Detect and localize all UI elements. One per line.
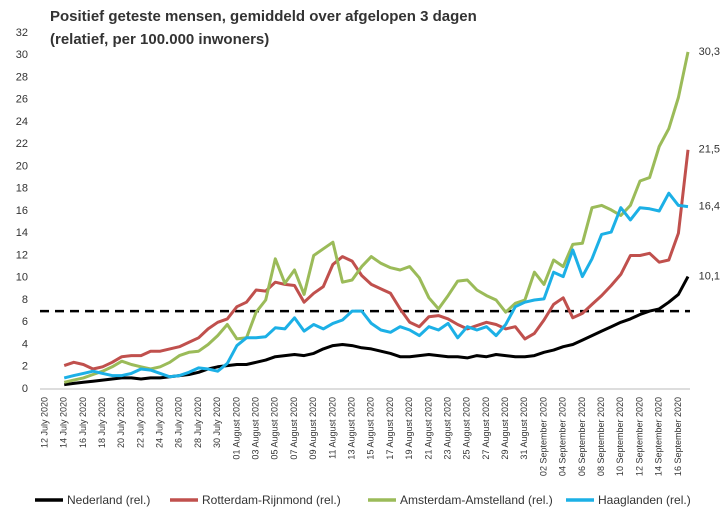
chart-title: Positief geteste mensen, gemiddeld over …	[50, 8, 477, 25]
x-tick-label: 04 September 2020	[558, 397, 568, 476]
y-tick-label: 22	[16, 138, 28, 150]
y-tick-label: 30	[16, 49, 28, 61]
x-tick-label: 30 July 2020	[212, 397, 222, 448]
y-tick-label: 8	[22, 294, 28, 306]
legend-label: Nederland (rel.)	[67, 493, 150, 507]
x-tick-label: 18 July 2020	[97, 397, 107, 448]
y-tick-label: 4	[22, 338, 28, 350]
x-tick-label: 27 August 2020	[481, 397, 491, 460]
x-tick-label: 11 August 2020	[327, 397, 337, 459]
x-tick-label: 28 July 2020	[193, 397, 203, 448]
x-tick-label: 20 July 2020	[116, 397, 126, 448]
x-tick-label: 03 August 2020	[251, 397, 261, 460]
x-tick-label: 09 August 2020	[308, 397, 318, 460]
x-tick-label: 15 August 2020	[366, 397, 376, 460]
x-tick-label: 05 August 2020	[270, 397, 280, 460]
x-tick-label: 02 September 2020	[538, 397, 548, 476]
y-tick-label: 14	[16, 227, 28, 239]
y-tick-label: 10	[16, 272, 28, 284]
x-tick-label: 21 August 2020	[423, 397, 433, 460]
x-tick-label: 08 September 2020	[596, 397, 606, 476]
data-label: 30,3	[699, 46, 720, 58]
x-tick-label: 16 September 2020	[673, 397, 683, 476]
x-tick-label: 22 July 2020	[135, 397, 145, 448]
legend-label: Rotterdam-Rijnmond (rel.)	[202, 493, 341, 507]
x-tick-label: 01 August 2020	[231, 397, 241, 460]
x-tick-label: 06 September 2020	[577, 397, 587, 476]
x-tick-label: 31 August 2020	[519, 397, 529, 460]
data-label: 21,5	[699, 144, 720, 156]
x-tick-label: 07 August 2020	[289, 397, 299, 460]
legend-label: Amsterdam-Amstelland (rel.)	[400, 493, 553, 507]
line-series	[63, 191, 689, 380]
y-tick-label: 28	[16, 71, 28, 83]
x-tick-label: 19 August 2020	[404, 397, 414, 460]
x-tick-label: 23 August 2020	[442, 397, 452, 460]
x-tick-label: 12 September 2020	[634, 397, 644, 476]
y-tick-label: 24	[16, 116, 28, 128]
x-tick-label: 10 September 2020	[615, 397, 625, 476]
y-tick-label: 12	[16, 249, 28, 261]
y-tick-label: 16	[16, 205, 28, 217]
chart-subtitle: (relatief, per 100.000 inwoners)	[50, 31, 269, 48]
y-tick-label: 26	[16, 94, 28, 106]
data-label: 16,4	[699, 200, 720, 212]
x-tick-label: 25 August 2020	[462, 397, 472, 460]
line-series	[63, 149, 690, 371]
data-label: 10,1	[699, 271, 720, 283]
y-tick-label: 18	[16, 183, 28, 195]
x-tick-label: 26 July 2020	[174, 397, 184, 448]
legend-label: Haaglanden (rel.)	[598, 493, 691, 507]
line-series	[63, 51, 690, 384]
y-tick-label: 6	[22, 316, 28, 328]
x-tick-label: 17 August 2020	[385, 397, 395, 460]
x-tick-label: 24 July 2020	[155, 397, 165, 448]
x-tick-label: 14 September 2020	[654, 397, 664, 476]
y-tick-label: 20	[16, 160, 28, 172]
y-tick-label: 32	[16, 27, 28, 39]
x-tick-label: 16 July 2020	[78, 397, 88, 448]
y-tick-label: 0	[22, 383, 28, 395]
y-tick-label: 2	[22, 361, 28, 373]
x-tick-label: 29 August 2020	[500, 397, 510, 460]
x-tick-label: 12 July 2020	[39, 397, 49, 448]
x-tick-label: 13 August 2020	[346, 397, 356, 460]
x-tick-label: 14 July 2020	[59, 397, 69, 448]
